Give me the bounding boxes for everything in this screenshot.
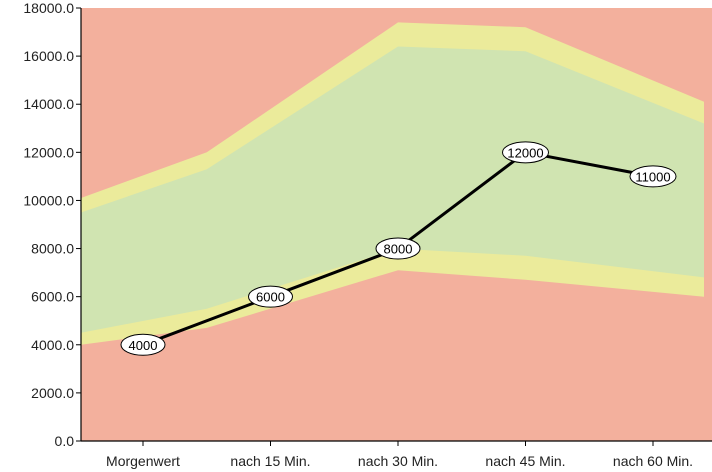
data-label: 11000 xyxy=(635,169,670,184)
data-point-marker xyxy=(120,333,166,356)
y-tick-label: 16000.0 xyxy=(23,48,74,64)
y-tick-label: 6000.0 xyxy=(31,289,74,305)
data-label: 6000 xyxy=(256,290,285,305)
y-tick-label: 10000.0 xyxy=(23,192,74,208)
x-tick-label: Morgenwert xyxy=(106,453,180,469)
data-point-marker xyxy=(375,237,421,260)
y-axis-ticks: 0.0 2000.0 4000.0 6000.0 8000.0 10000.0 12000.… xyxy=(23,0,81,449)
data-label: 4000 xyxy=(129,338,158,353)
x-tick-label: nach 60 Min. xyxy=(613,453,693,469)
y-tick-label: 0.0 xyxy=(55,433,75,449)
green-band xyxy=(81,46,704,333)
axes xyxy=(80,8,712,442)
data-labels: 4000 6000 8000 12000 11000 xyxy=(120,141,677,356)
y-tick-label: 12000.0 xyxy=(23,144,74,160)
x-tick-label: nach 30 Min. xyxy=(358,453,438,469)
x-tick-label: nach 45 Min. xyxy=(485,453,565,469)
data-point-marker xyxy=(502,141,549,164)
x-tick-label: nach 15 Min. xyxy=(230,453,310,469)
y-tick-label: 2000.0 xyxy=(31,385,74,401)
y-tick-label: 18000.0 xyxy=(23,0,74,16)
data-label: 12000 xyxy=(507,145,543,160)
y-tick-label: 4000.0 xyxy=(31,337,74,353)
x-axis-ticks: Morgenwert nach 15 Min. nach 30 Min. nach 4… xyxy=(106,441,693,469)
data-point-marker xyxy=(248,285,293,308)
y-tick-label: 14000.0 xyxy=(23,96,74,112)
data-point-marker xyxy=(629,165,677,188)
data-label: 8000 xyxy=(384,242,413,257)
background-bands xyxy=(81,22,704,345)
y-tick-label: 8000.0 xyxy=(31,241,74,257)
